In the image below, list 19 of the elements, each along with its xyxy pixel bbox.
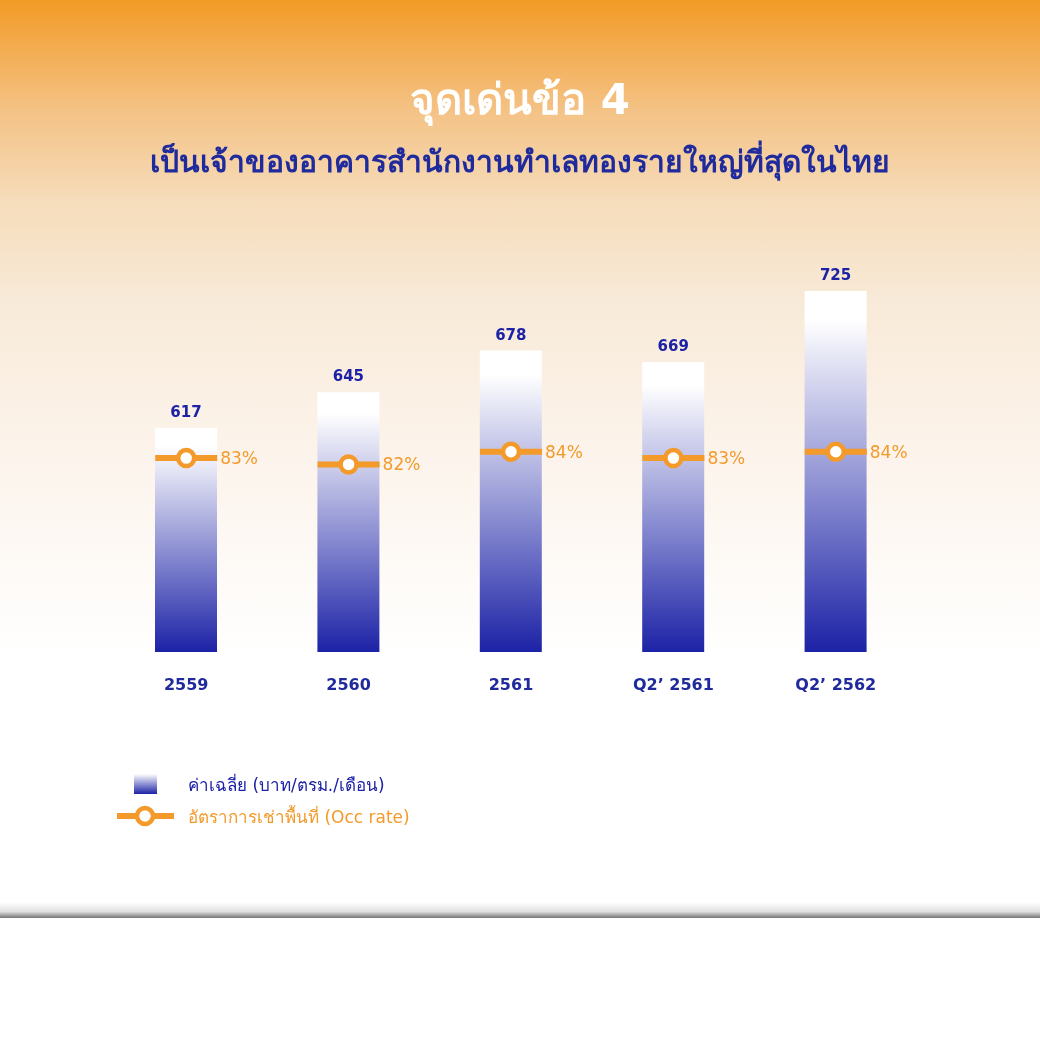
chart-subtitle: เป็นเจ้าของอาคารสำนักงานทำเลทองรายใหญ่ที่สุดในไทย bbox=[149, 140, 891, 183]
data-label: 84% bbox=[869, 441, 908, 462]
x-tick-label: 2559 bbox=[163, 674, 209, 694]
data-label: 83% bbox=[707, 448, 746, 469]
x-tick-label: Q2’ 2562 bbox=[795, 674, 877, 694]
legend-label: ค่าเฉลี่ย (บาท/ตรม./เดือน) bbox=[188, 772, 385, 797]
chart-title: จุดเด่นข้อ 4 bbox=[409, 74, 631, 128]
data-label: 84% bbox=[545, 441, 583, 462]
data-label: 83% bbox=[220, 448, 258, 469]
data-label: 645 bbox=[332, 367, 365, 386]
x-tick-label: 2560 bbox=[326, 674, 371, 694]
data-label: 82% bbox=[382, 454, 421, 475]
data-label: 678 bbox=[495, 325, 527, 344]
data-label: 725 bbox=[819, 266, 852, 284]
data-label: 617 bbox=[170, 402, 202, 421]
data-label: 669 bbox=[657, 336, 689, 355]
legend-label: อัตราการเช่าพื้นที่ (Occ rate) bbox=[188, 804, 410, 829]
x-tick-label: Q2’ 2561 bbox=[632, 674, 714, 694]
x-tick-label: 2561 bbox=[488, 674, 534, 694]
